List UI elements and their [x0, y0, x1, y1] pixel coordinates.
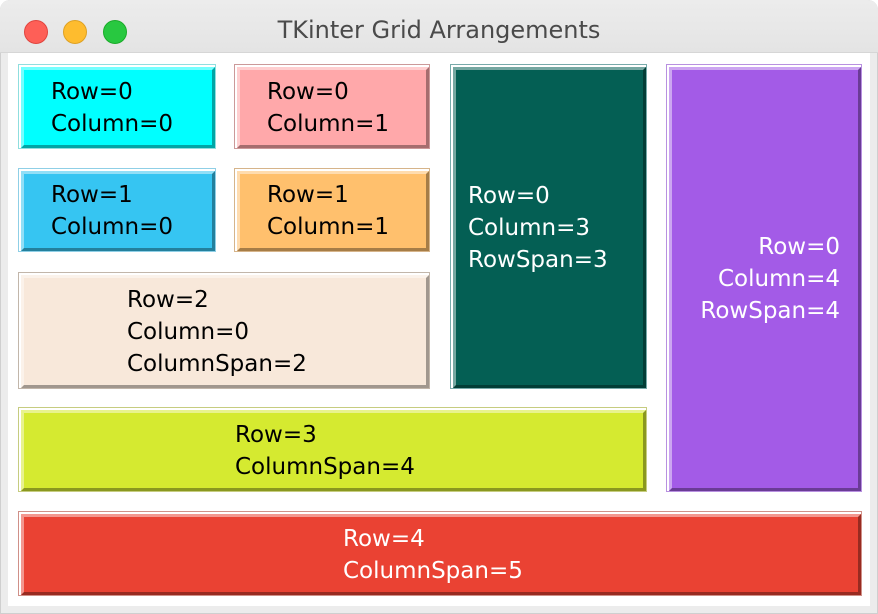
cell-row1-col1: Row=1 Column=1: [234, 168, 430, 252]
label-row2-col0-line1: Row=2: [127, 286, 209, 313]
cell-row0-col0: Row=0 Column=0: [18, 64, 216, 149]
label-row0-col0-line1: Row=0: [51, 78, 133, 105]
label-row0-col3-line3: RowSpan=3: [468, 246, 608, 273]
label-row3-line1: Row=3: [235, 421, 317, 448]
label-row0-col4-line1: Row=0: [758, 234, 840, 260]
cell-row3: Row=3 ColumnSpan=4: [18, 407, 647, 492]
label-row0-col1: Row=0 Column=1: [237, 67, 429, 148]
label-row3-line2: ColumnSpan=4: [235, 453, 415, 480]
label-row0-col3: Row=0 Column=3 RowSpan=3: [453, 67, 646, 388]
window-title: TKinter Grid Arrangements: [277, 16, 601, 44]
label-row0-col1-line2: Column=1: [267, 110, 389, 137]
close-window-button[interactable]: [24, 20, 48, 44]
cell-row0-col3: Row=0 Column=3 RowSpan=3: [450, 64, 647, 389]
label-row2-col0-line3: ColumnSpan=2: [127, 350, 307, 377]
minimize-window-button[interactable]: [63, 20, 87, 44]
label-row1-col1-line2: Column=1: [267, 214, 389, 240]
label-row0-col4: Row=0 Column=4 RowSpan=4: [669, 67, 861, 491]
cell-row4: Row=4 ColumnSpan=5: [18, 511, 862, 596]
label-row2-col0: Row=2 Column=0 ColumnSpan=2: [21, 275, 429, 388]
label-row0-col4-line3: RowSpan=4: [700, 298, 840, 324]
label-row1-col0-line2: Column=0: [51, 214, 173, 240]
grid-container: Row=0 Column=0 Row=0 Column=1 Row=0 Colu…: [8, 53, 870, 606]
label-row1-col0: Row=1 Column=0: [21, 171, 215, 251]
label-row0-col0: Row=0 Column=0: [21, 67, 215, 148]
label-row2-col0-line2: Column=0: [127, 318, 249, 345]
label-row4-line2: ColumnSpan=5: [343, 557, 523, 584]
label-row4: Row=4 ColumnSpan=5: [21, 514, 861, 595]
label-row1-col0-line1: Row=1: [51, 182, 133, 208]
title-bar[interactable]: TKinter Grid Arrangements: [0, 0, 878, 53]
cell-row2-col0: Row=2 Column=0 ColumnSpan=2: [18, 272, 430, 389]
cell-row0-col1: Row=0 Column=1: [234, 64, 430, 149]
label-row1-col1-line1: Row=1: [267, 182, 349, 208]
label-row0-col3-line2: Column=3: [468, 214, 590, 241]
label-row0-col0-line2: Column=0: [51, 110, 173, 137]
label-row1-col1: Row=1 Column=1: [237, 171, 429, 251]
cell-row1-col0: Row=1 Column=0: [18, 168, 216, 252]
label-row0-col4-line2: Column=4: [718, 266, 840, 292]
label-row0-col1-line1: Row=0: [267, 78, 349, 105]
cell-row0-col4: Row=0 Column=4 RowSpan=4: [666, 64, 862, 492]
maximize-window-button[interactable]: [103, 20, 127, 44]
label-row4-line1: Row=4: [343, 525, 425, 552]
label-row0-col3-line1: Row=0: [468, 182, 550, 209]
label-row3: Row=3 ColumnSpan=4: [21, 410, 646, 491]
